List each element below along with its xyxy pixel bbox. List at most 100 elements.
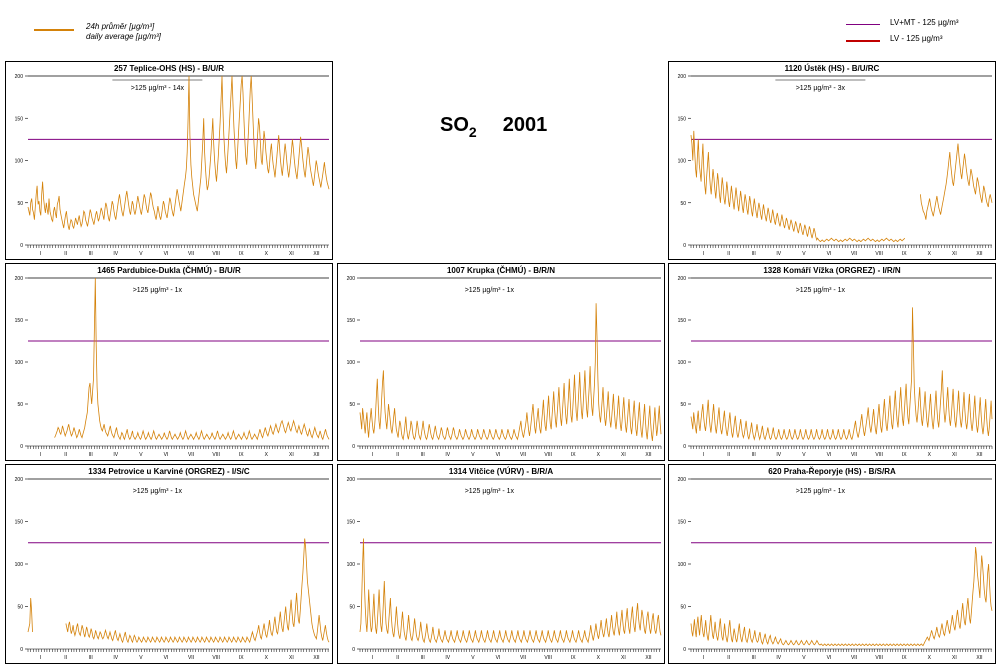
- month-label: II: [64, 251, 67, 257]
- y-tick-label: 0: [20, 243, 23, 249]
- month-label: VIII: [212, 655, 220, 661]
- month-label: III: [752, 251, 756, 257]
- y-tick-label: 100: [347, 562, 356, 568]
- y-tick-label: 100: [15, 360, 24, 366]
- month-label: I: [703, 251, 704, 257]
- y-tick-label: 150: [678, 520, 687, 526]
- series-line-daily-average: [690, 546, 993, 647]
- month-label: V: [471, 452, 475, 458]
- y-tick-label: 100: [678, 159, 687, 165]
- month-label: VI: [827, 655, 832, 661]
- pollutant-name: SO: [440, 114, 469, 136]
- month-label: VIII: [544, 655, 552, 661]
- y-tick-label: 50: [17, 402, 23, 408]
- legend-swatch-limit-mt: [846, 24, 880, 25]
- month-label: VI: [164, 452, 169, 458]
- y-tick-label: 50: [349, 605, 355, 611]
- y-tick-label: 200: [347, 276, 356, 282]
- chart-panel-p3: 1465 Pardubice-Dukla (ČHMÚ) - B/U/R 0 50 10…: [5, 263, 333, 461]
- month-label: XI: [952, 452, 957, 458]
- y-tick-label: 150: [15, 318, 24, 324]
- month-label: IV: [445, 452, 450, 458]
- legend-label-en: daily average [µg/m³]: [86, 32, 161, 41]
- month-label: IV: [776, 655, 781, 661]
- y-tick-label: 0: [352, 444, 355, 450]
- series-line-daily-average: [27, 597, 33, 633]
- month-label: VII: [188, 452, 194, 458]
- legend-swatch-limit: [846, 40, 880, 42]
- y-tick-label: 200: [678, 276, 687, 282]
- month-label: X: [597, 655, 601, 661]
- month-label: VII: [188, 655, 194, 661]
- chart-title: 1120 Ústěk (HS) - B/U/RC: [784, 64, 880, 73]
- y-tick-label: 100: [678, 562, 687, 568]
- chart-panel-p1: 257 Teplice-OHS (HS) - B/U/R 0 50 100 150 200…: [5, 61, 333, 260]
- y-tick-label: 150: [347, 520, 356, 526]
- month-label: XI: [289, 452, 294, 458]
- month-label: II: [727, 655, 730, 661]
- month-label: IV: [113, 452, 118, 458]
- month-label: V: [139, 655, 143, 661]
- month-label: XI: [289, 251, 294, 257]
- legend-daily-average: 24h průměr [µg/m³] daily average [µg/m³]: [30, 20, 290, 44]
- y-tick-label: 150: [15, 116, 24, 122]
- y-tick-label: 150: [347, 318, 356, 324]
- month-label: I: [40, 452, 41, 458]
- month-label: III: [89, 655, 93, 661]
- y-tick-label: 200: [347, 477, 356, 483]
- y-tick-label: 150: [678, 318, 687, 324]
- main-title: SO2 2001: [440, 114, 547, 140]
- month-label: VIII: [875, 251, 883, 257]
- y-tick-label: 200: [678, 477, 687, 483]
- month-label: X: [265, 452, 269, 458]
- y-tick-label: 150: [678, 116, 687, 122]
- exceedance-annotation: >125 µg/m³ - 1x: [465, 488, 515, 495]
- chart-title: 1334 Petrovice u Karviné (ORGREZ) - I/S/…: [88, 467, 250, 476]
- month-label: IV: [776, 251, 781, 257]
- y-tick-label: 200: [15, 276, 24, 282]
- month-label: III: [752, 452, 756, 458]
- month-label: II: [64, 452, 67, 458]
- y-tick-label: 0: [683, 647, 686, 653]
- exceedance-annotation: >125 µg/m³ - 14x: [131, 85, 185, 92]
- month-label: XII: [645, 452, 651, 458]
- month-label: IX: [239, 251, 244, 257]
- month-label: XI: [952, 251, 957, 257]
- pollutant-subscript: 2: [468, 124, 477, 140]
- series-line-daily-average: [54, 277, 330, 441]
- month-label: III: [752, 655, 756, 661]
- exceedance-annotation: >125 µg/m³ - 3x: [796, 85, 846, 92]
- month-label: I: [40, 655, 41, 661]
- chart-title: 1007 Krupka (ČHMÚ) - B/R/N: [446, 266, 555, 275]
- chart-title: 257 Teplice-OHS (HS) - B/U/R: [113, 64, 225, 73]
- y-tick-label: 100: [347, 360, 356, 366]
- y-tick-label: 100: [15, 562, 24, 568]
- exceedance-annotation: >125 µg/m³ - 1x: [796, 287, 846, 294]
- series-line-daily-average: [359, 538, 662, 644]
- month-label: VII: [188, 251, 194, 257]
- month-label: XI: [289, 655, 294, 661]
- y-tick-label: 0: [20, 444, 23, 450]
- series-line-daily-average: [359, 303, 662, 442]
- month-label: I: [40, 251, 41, 257]
- month-label: X: [265, 655, 269, 661]
- series-line-daily-average: [690, 307, 993, 441]
- month-label: III: [421, 655, 425, 661]
- month-label: VII: [851, 251, 857, 257]
- y-tick-label: 50: [680, 201, 686, 207]
- month-label: IX: [902, 251, 907, 257]
- chart-panel-p6: 1334 Petrovice u Karviné (ORGREZ) - I/S/…: [5, 464, 333, 664]
- month-label: IX: [902, 452, 907, 458]
- series-line-daily-average: [920, 143, 993, 220]
- y-tick-label: 50: [349, 402, 355, 408]
- month-label: X: [928, 655, 932, 661]
- y-tick-label: 50: [17, 605, 23, 611]
- y-tick-label: 100: [15, 159, 24, 165]
- chart-title: 620 Praha-Řeporyje (HS) - B/S/RA: [768, 467, 896, 476]
- month-label: I: [703, 452, 704, 458]
- series-line-daily-average: [690, 130, 906, 243]
- exceedance-annotation: >125 µg/m³ - 1x: [465, 287, 515, 294]
- legend-swatch-daily-average: [34, 29, 74, 31]
